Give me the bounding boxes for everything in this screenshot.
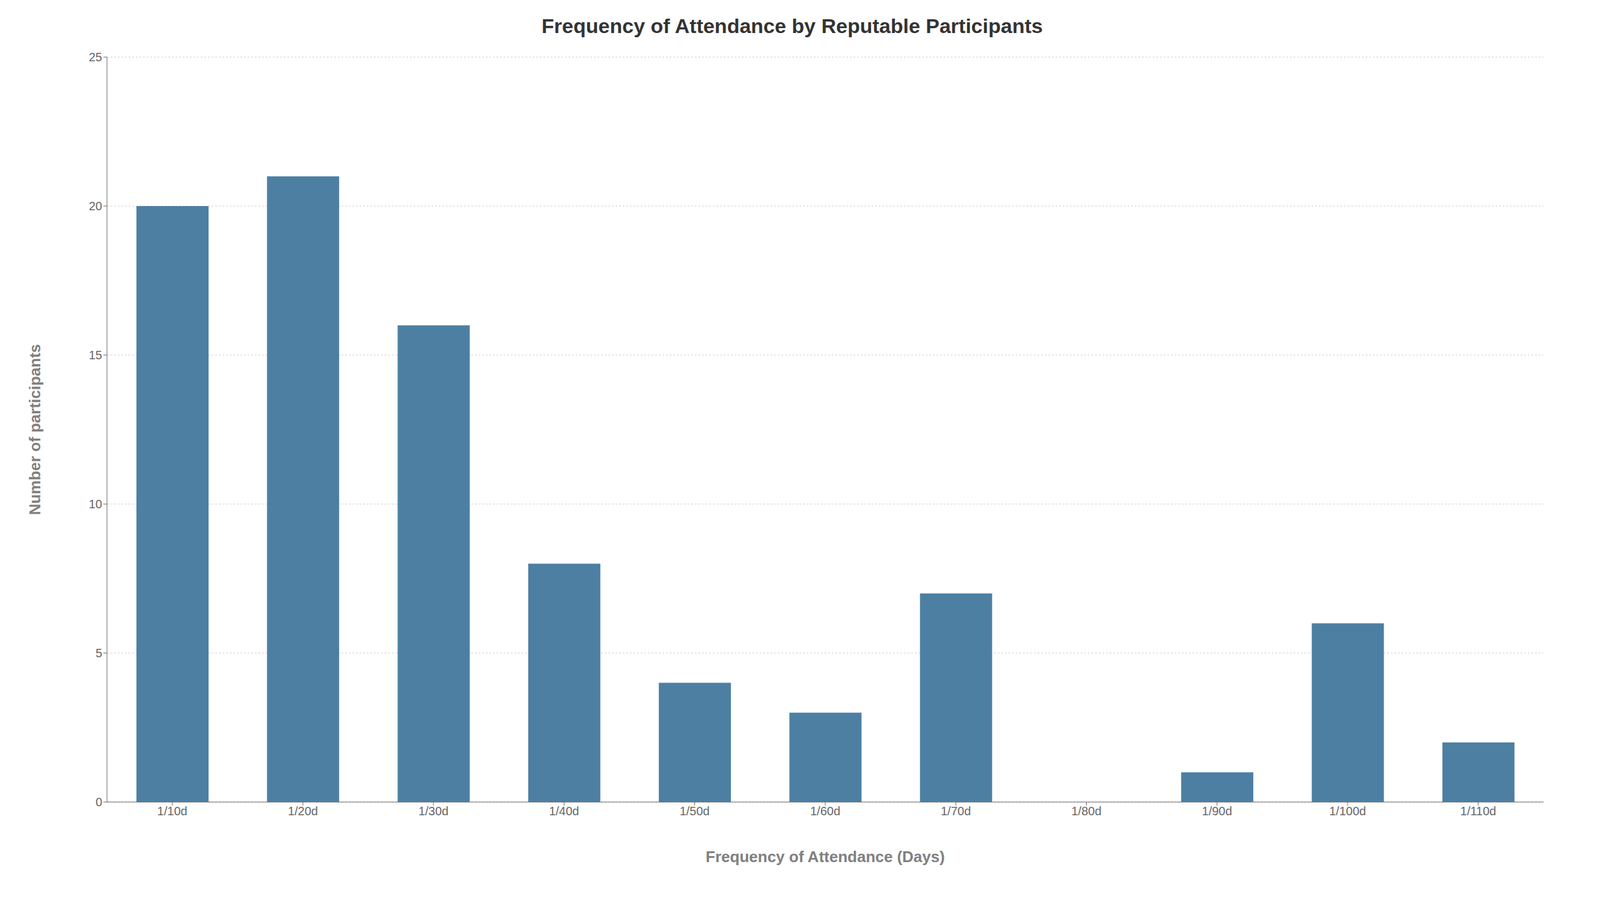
svg-text:Number of participants: Number of participants (25, 344, 44, 516)
svg-text:1/20d: 1/20d (287, 804, 318, 819)
svg-text:15: 15 (88, 348, 103, 362)
svg-text:1/70d: 1/70d (940, 804, 971, 819)
svg-text:20: 20 (88, 199, 103, 213)
svg-text:25: 25 (88, 50, 103, 64)
svg-text:5: 5 (95, 646, 103, 660)
svg-text:1/60d: 1/60d (810, 804, 841, 819)
svg-text:10: 10 (88, 497, 103, 511)
svg-text:1/80d: 1/80d (1071, 804, 1102, 819)
svg-text:0: 0 (95, 795, 103, 810)
svg-text:1/110d: 1/110d (1460, 804, 1497, 819)
svg-text:1/40d: 1/40d (548, 804, 579, 819)
svg-text:1/30d: 1/30d (418, 804, 449, 819)
svg-text:1/10d: 1/10d (157, 804, 188, 819)
svg-text:Frequency of Attendance (Days): Frequency of Attendance (Days) (705, 848, 945, 867)
html-text:Frequency of Attendance by Rep: Frequency of Attendance by Reputable Par… (541, 14, 1043, 38)
svg-text:1/50d: 1/50d (679, 804, 710, 819)
svg-text:1/100d: 1/100d (1329, 804, 1367, 819)
svg-text:1/90d: 1/90d (1202, 804, 1233, 819)
